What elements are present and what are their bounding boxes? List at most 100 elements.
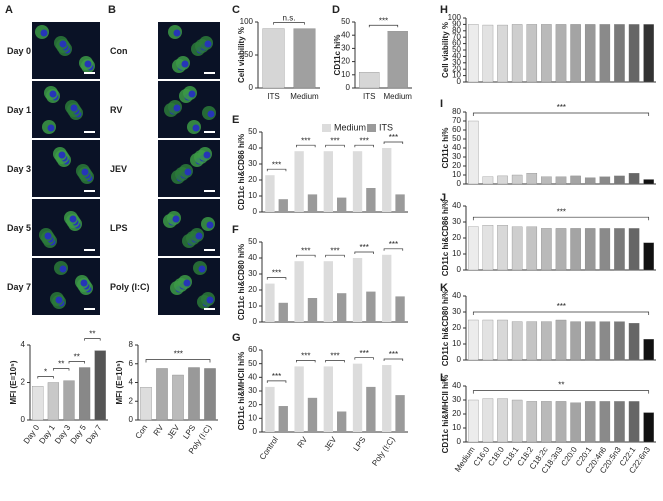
y-tick-label: 60 <box>248 345 257 354</box>
row-label: Con <box>110 46 128 56</box>
annotation: *** <box>556 103 566 112</box>
row-label: Poly (I:C) <box>110 282 150 292</box>
y-axis-label: CD11c hi&CD80 hi% <box>441 290 450 366</box>
row-label: Day 7 <box>7 282 31 292</box>
y-tick-label: 90 <box>452 20 461 29</box>
y-tick-label: 0 <box>457 179 462 188</box>
annotation: *** <box>301 352 310 361</box>
bar <box>555 319 567 361</box>
row-label: RV <box>110 105 122 115</box>
y-tick-label: 10 <box>248 301 257 310</box>
y-tick-label: 20 <box>341 57 350 66</box>
row-label: JEV <box>110 164 127 174</box>
y-tick-label: 40 <box>452 381 461 390</box>
y-axis-label: CD11c hi&MHCII hi% <box>441 375 450 454</box>
y-tick-label: 0 <box>129 415 134 424</box>
nucleus <box>44 232 52 240</box>
bar <box>156 368 168 421</box>
bar <box>526 24 538 83</box>
bracket <box>296 360 316 363</box>
bar <box>599 176 611 185</box>
bar <box>468 24 479 83</box>
annotation: *** <box>272 372 281 381</box>
bracket <box>472 390 650 394</box>
legend-label: ITS <box>379 122 393 132</box>
y-tick-label: 40 <box>452 201 461 210</box>
y-tick-label: 4 <box>129 378 134 387</box>
bar <box>293 28 316 89</box>
bar <box>387 31 408 89</box>
bar <box>570 402 581 443</box>
bar <box>628 24 640 83</box>
bar <box>94 350 106 421</box>
y-tick-label: 50 <box>452 45 461 54</box>
legend-label: Medium <box>334 122 366 132</box>
y-tick-label: 40 <box>452 143 461 152</box>
bar <box>482 225 494 271</box>
bar <box>307 298 318 322</box>
x-tick-label: RV <box>296 435 310 450</box>
y-tick-label: 10 <box>248 413 257 422</box>
annotation: *** <box>272 160 281 169</box>
y-tick-label: 20 <box>248 175 257 184</box>
nucleus <box>195 232 203 240</box>
bar <box>382 365 392 432</box>
bar <box>140 387 152 421</box>
y-tick-label: 6 <box>129 359 134 368</box>
annotation: ** <box>89 330 95 339</box>
bar <box>172 374 184 421</box>
nucleus <box>81 168 89 176</box>
bar <box>541 24 552 83</box>
x-tick-label: RV <box>152 423 166 438</box>
bar <box>47 382 60 421</box>
y-tick-label: 2 <box>21 378 26 387</box>
nucleus <box>188 90 196 98</box>
y-tick-label: 60 <box>452 39 461 48</box>
bar <box>323 366 333 432</box>
bar <box>78 367 91 421</box>
bracket <box>266 380 287 383</box>
bracket <box>84 338 101 341</box>
bar <box>643 179 654 185</box>
bar <box>497 398 508 443</box>
y-tick-label: 30 <box>452 307 461 316</box>
annotation: *** <box>360 243 369 252</box>
y-tick-label: 10 <box>248 191 257 200</box>
annotation: * <box>44 368 47 377</box>
y-tick-label: 20 <box>452 161 461 170</box>
bracket <box>472 112 650 116</box>
bracket <box>37 376 54 379</box>
panel-label: B <box>108 4 116 16</box>
x-tick-label: Day 7 <box>84 423 104 446</box>
y-tick-label: 70 <box>452 32 461 41</box>
y-tick-label: 100 <box>240 17 254 26</box>
x-tick-label: LPS <box>352 435 368 453</box>
bar <box>628 173 640 185</box>
panel-label: K <box>440 282 448 294</box>
y-tick-label: 30 <box>452 58 461 67</box>
bar <box>628 323 640 361</box>
y-tick-label: 20 <box>248 400 257 409</box>
y-tick-label: 0 <box>253 207 258 216</box>
bracket <box>354 251 374 254</box>
bar <box>337 197 347 212</box>
bar <box>628 228 640 271</box>
y-tick-label: 0 <box>457 355 462 364</box>
bar <box>307 194 318 212</box>
bar <box>614 401 625 443</box>
y-tick-label: 20 <box>248 285 257 294</box>
x-tick-label: ITS <box>267 92 279 101</box>
annotation: *** <box>379 16 388 25</box>
y-tick-label: 0 <box>21 415 26 424</box>
bar <box>468 399 479 443</box>
bar <box>643 339 654 361</box>
bar <box>468 226 479 271</box>
bracket <box>68 361 85 364</box>
y-tick-label: 10 <box>452 249 461 258</box>
bracket <box>325 144 345 148</box>
row-label: Day 1 <box>7 105 31 115</box>
bracket <box>354 357 374 360</box>
bar <box>395 395 405 432</box>
bracket <box>325 360 345 363</box>
nucleus <box>47 124 55 132</box>
